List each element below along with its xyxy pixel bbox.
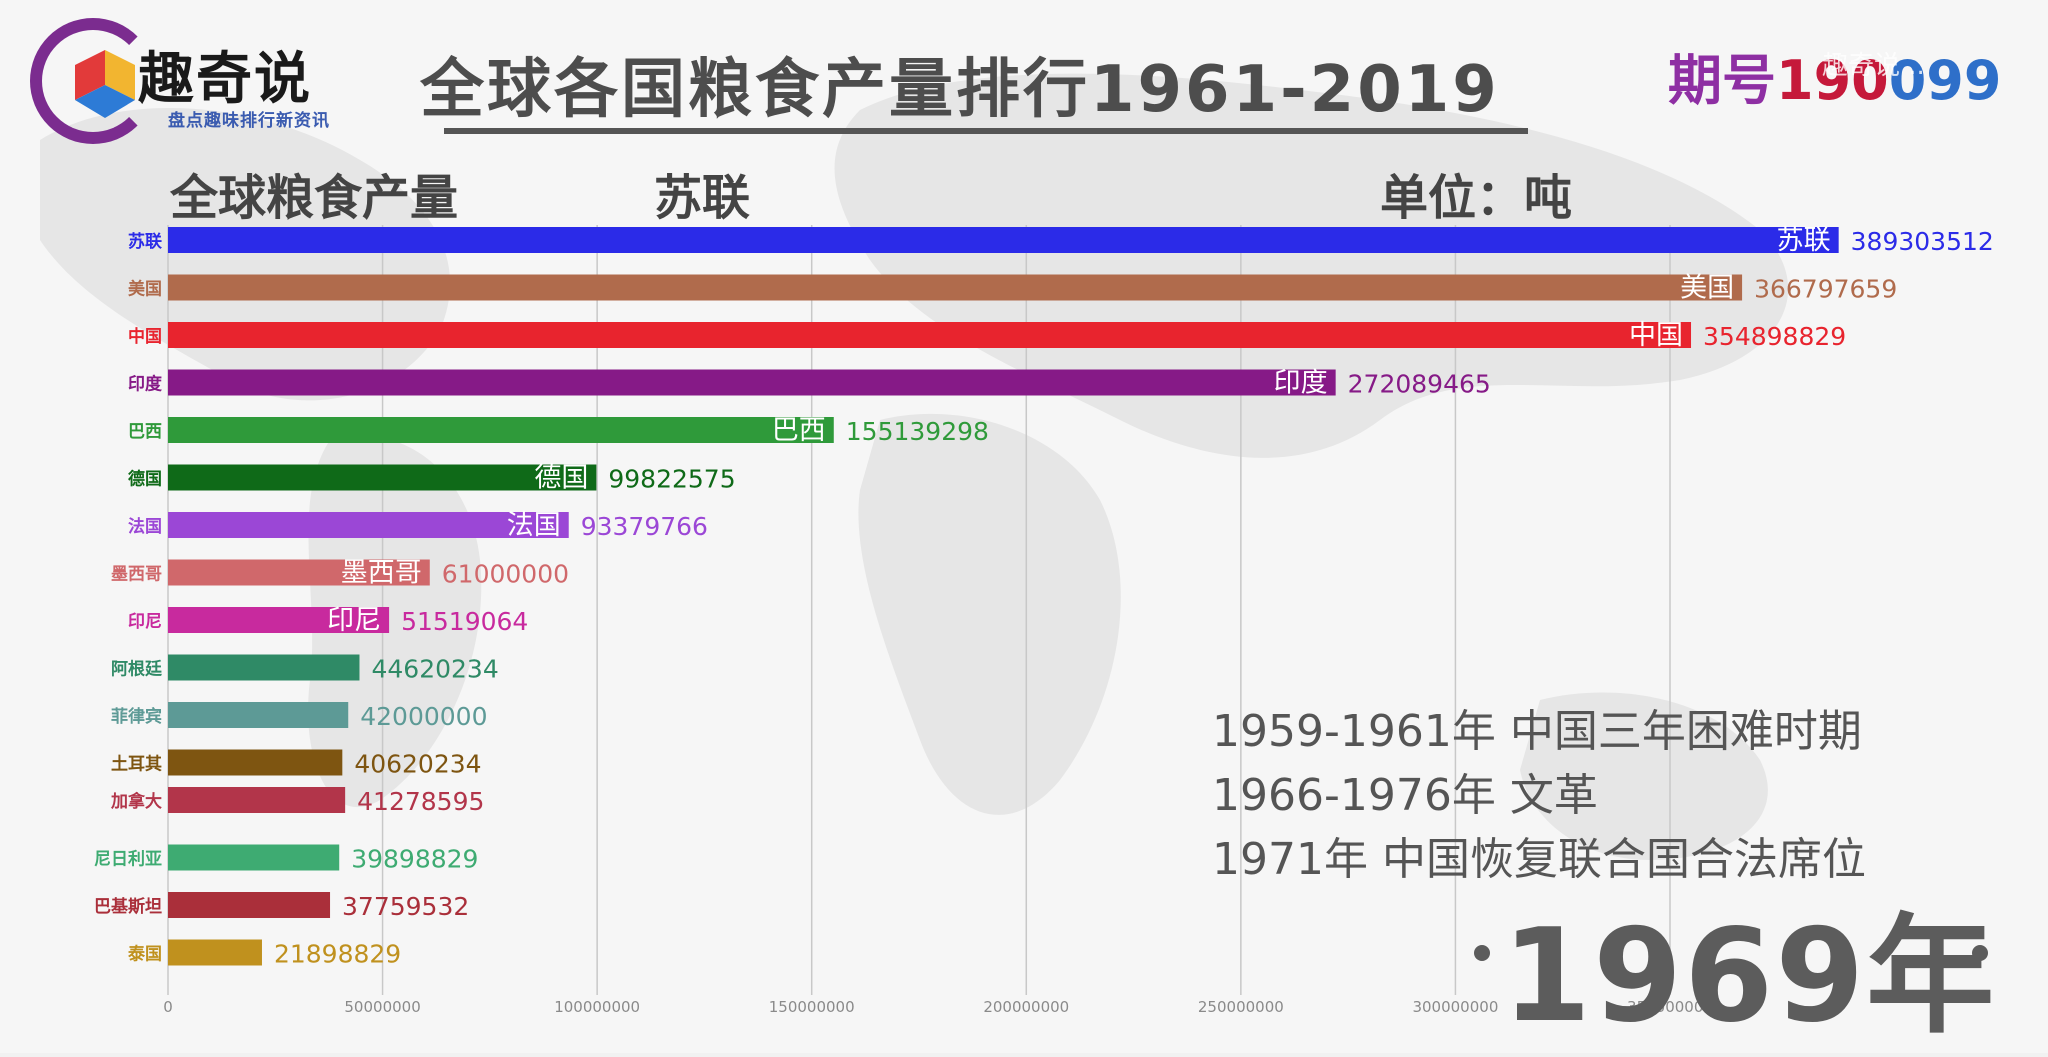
value-label: 39898829 — [351, 845, 478, 874]
bar — [168, 274, 1743, 301]
category-label: 印尼 — [128, 612, 162, 632]
value-label: 42000000 — [360, 702, 487, 731]
year-dot-right — [1972, 945, 1988, 961]
bar — [168, 512, 569, 538]
value-label: 272089465 — [1348, 370, 1491, 399]
category-label: 菲律宾 — [111, 706, 162, 727]
bar-inner-label: 印度 — [1274, 368, 1328, 399]
category-label: 尼日利亚 — [94, 849, 162, 870]
value-label: 389303512 — [1851, 227, 1994, 256]
issue-label: 期号 — [1668, 49, 1776, 112]
bar-inner-label: 德国 — [534, 463, 588, 494]
category-label: 美国 — [128, 279, 162, 300]
bar — [168, 654, 360, 681]
brand-logo: 趣奇说 盘点趣味排行新资讯 — [30, 18, 390, 148]
value-label: 61000000 — [442, 560, 569, 589]
watermark: 趣奇说 .. — [1822, 51, 1925, 81]
category-label: 印度 — [128, 374, 163, 395]
category-label: 阿根廷 — [111, 659, 163, 680]
event-item: 1966-1976年 文革 — [1212, 770, 1598, 821]
bar — [168, 702, 349, 728]
category-label: 巴西 — [128, 422, 162, 442]
x-tick-label: 350000000 — [1627, 998, 1713, 1016]
value-label: 354898829 — [1703, 322, 1846, 351]
event-item: 1959-1961年 中国三年困难时期 — [1212, 706, 1862, 757]
category-label: 德国 — [128, 469, 162, 490]
x-tick-label: 50000000 — [344, 998, 420, 1016]
x-tick-label: 100000000 — [554, 998, 640, 1016]
year-dot-left — [1474, 945, 1490, 961]
bar — [168, 464, 597, 491]
cube-icon — [75, 50, 135, 118]
value-label: 21898829 — [274, 940, 401, 969]
bar — [168, 749, 343, 776]
bar-inner-label: 苏联 — [1777, 225, 1831, 256]
issue-number: 期号190099 — [1668, 36, 2001, 115]
category-label: 苏联 — [128, 231, 162, 252]
category-label: 法国 — [128, 516, 162, 537]
category-label: 墨西哥 — [111, 565, 162, 585]
value-label: 51519064 — [401, 607, 528, 636]
page-title: 全球各国粮食产量排行1961-2019 — [420, 53, 1500, 127]
x-tick-label: 0 — [163, 998, 173, 1016]
bar-inner-label: 印尼 — [327, 605, 381, 636]
bar-inner-label: 美国 — [1680, 273, 1734, 304]
issue-number-part-b: 099 — [1888, 49, 2002, 112]
year-label: 1969年 — [1502, 902, 1997, 1051]
logo-text: 趣奇说 — [138, 47, 312, 112]
value-label: 41278595 — [357, 787, 484, 816]
value-label: 37759532 — [342, 892, 469, 921]
unit-label: 单位：吨 — [1380, 170, 1573, 226]
value-label: 155139298 — [846, 417, 989, 446]
bar — [168, 939, 262, 966]
bar — [168, 369, 1336, 396]
bar — [168, 787, 346, 813]
value-label: 44620234 — [371, 655, 498, 684]
category-label: 巴基斯坦 — [94, 896, 162, 917]
bar-inner-label: 法国 — [507, 510, 561, 541]
category-label: 泰国 — [128, 944, 162, 965]
x-tick-label: 300000000 — [1412, 998, 1498, 1016]
category-label: 中国 — [128, 326, 162, 347]
bar-inner-label: 巴西 — [772, 415, 826, 446]
chart-subtitle: 全球粮食产量 — [170, 170, 459, 226]
value-label: 40620234 — [354, 750, 481, 779]
bar — [168, 607, 390, 633]
x-tick-label: 250000000 — [1198, 998, 1284, 1016]
x-tick-label: 200000000 — [983, 998, 1069, 1016]
bar — [168, 559, 430, 586]
value-label: 93379766 — [581, 512, 708, 541]
bar — [168, 322, 1692, 348]
bar — [168, 227, 1839, 253]
bar — [168, 417, 834, 443]
bar — [168, 844, 340, 871]
issue-number-part-a: 190 — [1776, 49, 1889, 112]
value-label: 366797659 — [1754, 275, 1897, 304]
title-underline — [444, 128, 1528, 134]
bar-inner-label: 中国 — [1629, 320, 1683, 351]
bar-inner-label: 墨西哥 — [341, 558, 422, 589]
event-item: 1971年 中国恢复联合国合法席位 — [1212, 834, 1866, 885]
category-label: 加拿大 — [110, 791, 162, 812]
category-label: 土耳其 — [111, 754, 162, 775]
value-label: 99822575 — [608, 465, 735, 494]
event-list: 1959-1961年 中国三年困难时期 1966-1976年 文革 1971年 … — [1212, 700, 1866, 892]
logo-subtitle: 盘点趣味排行新资讯 — [168, 111, 330, 131]
x-tick-label: 150000000 — [769, 998, 855, 1016]
leader-country: 苏联 — [654, 170, 751, 226]
bar — [168, 892, 331, 918]
